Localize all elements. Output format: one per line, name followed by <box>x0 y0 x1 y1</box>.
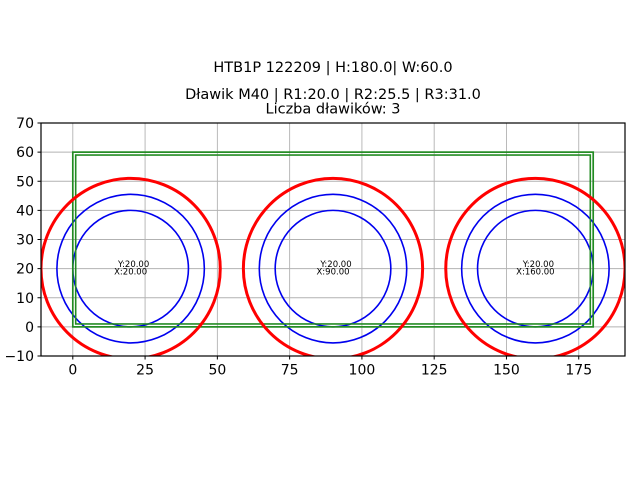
x-tick-label: 25 <box>136 363 154 379</box>
x-tick-label: 0 <box>68 363 77 379</box>
gland-label-y: Y:20.00 <box>319 260 351 270</box>
gland-inner-circle <box>258 193 408 344</box>
y-tick-label: 50 <box>16 174 34 190</box>
x-tick-label: 75 <box>281 363 299 379</box>
figure-suptitle: HTB1P 122209 | H:180.0| W:60.0 <box>213 60 452 76</box>
y-tick-label: 60 <box>16 145 34 161</box>
y-tick-label: 10 <box>16 291 34 307</box>
y-tick-label: 0 <box>25 320 34 336</box>
gland-label-x: X:160.00 <box>516 268 554 278</box>
gland-inner-circle <box>56 193 206 344</box>
chart-title: Dławik M40 | R1:20.0 | R2:25.5 | R3:31.0 <box>185 87 481 103</box>
gland-label-x: X:90.00 <box>316 268 349 278</box>
gland-inner-circle <box>460 193 610 344</box>
x-tick-label: 175 <box>565 363 592 379</box>
clipped-shapes <box>41 151 625 356</box>
x-tick-label: 150 <box>493 363 520 379</box>
y-tick-label: 20 <box>16 262 34 278</box>
y-tick-label: 30 <box>16 233 34 249</box>
gland-outer-circle <box>41 176 222 356</box>
gland-outer-circle <box>241 176 425 356</box>
panel-outline-inner <box>74 154 592 325</box>
panel-outline-outer <box>71 151 595 328</box>
x-tick-label: 50 <box>208 363 226 379</box>
y-tick-label: −10 <box>4 349 34 365</box>
plot-area: Y:20.00X:20.00Y:20.00X:90.00Y:20.00X:160… <box>4 116 626 379</box>
chart-subtitle: Liczba dławików: 3 <box>265 102 400 118</box>
gland-label-y: Y:20.00 <box>117 260 149 270</box>
gland-label-x: X:20.00 <box>114 268 147 278</box>
x-tick-label: 100 <box>349 363 376 379</box>
gland-label-y: Y:20.00 <box>522 260 554 270</box>
y-tick-label: 70 <box>16 116 34 132</box>
y-tick-label: 40 <box>16 203 34 219</box>
x-tick-label: 125 <box>421 363 448 379</box>
